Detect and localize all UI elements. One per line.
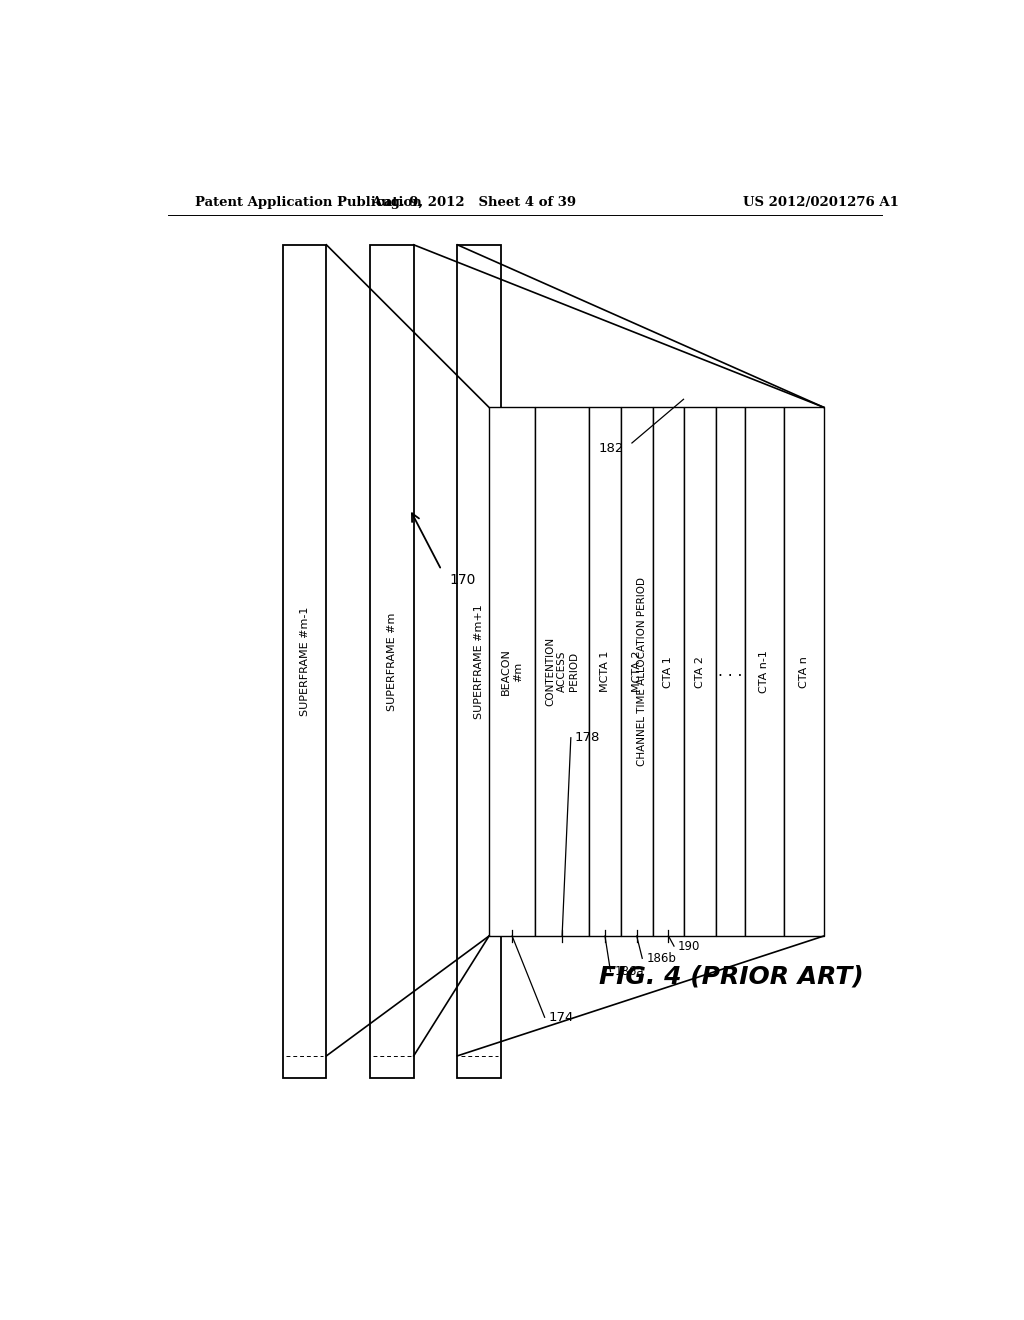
Text: Aug. 9, 2012   Sheet 4 of 39: Aug. 9, 2012 Sheet 4 of 39 (371, 195, 575, 209)
Bar (716, 408, 744, 936)
Bar (621, 408, 652, 936)
Text: MCTA 1: MCTA 1 (600, 651, 610, 693)
Text: 186b: 186b (646, 952, 676, 965)
Text: CTA n: CTA n (799, 656, 809, 688)
Bar (784, 408, 824, 936)
Bar (536, 408, 589, 936)
Bar (684, 408, 716, 936)
Bar (283, 244, 327, 1078)
Text: BEACON
#m: BEACON #m (502, 648, 523, 696)
Text: 170: 170 (450, 573, 476, 587)
Text: FIG. 4 (PRIOR ART): FIG. 4 (PRIOR ART) (599, 965, 863, 989)
Text: CTA 1: CTA 1 (664, 656, 674, 688)
Text: 178: 178 (574, 731, 600, 744)
Text: 182: 182 (599, 442, 624, 454)
Text: 174: 174 (549, 1011, 574, 1024)
Text: Patent Application Publication: Patent Application Publication (196, 195, 422, 209)
Text: 186a: 186a (614, 965, 644, 978)
Text: 190: 190 (678, 940, 700, 953)
Bar (489, 408, 536, 936)
Bar (744, 408, 784, 936)
Text: CTA n-1: CTA n-1 (760, 651, 769, 693)
Bar (589, 408, 621, 936)
Text: CHANNEL TIME ALLOCATION PERIOD: CHANNEL TIME ALLOCATION PERIOD (637, 577, 647, 766)
Text: US 2012/0201276 A1: US 2012/0201276 A1 (743, 195, 899, 209)
Text: SUPERFRAME #m: SUPERFRAME #m (387, 612, 397, 710)
Text: MCTA 2: MCTA 2 (632, 651, 642, 693)
Text: . . .: . . . (718, 664, 742, 680)
Text: CONTENTION
ACCESS
PERIOD: CONTENTION ACCESS PERIOD (546, 638, 579, 706)
Text: SUPERFRAME #m-1: SUPERFRAME #m-1 (300, 607, 309, 717)
Bar (370, 244, 414, 1078)
Bar (458, 244, 501, 1078)
Bar (652, 408, 684, 936)
Text: SUPERFRAME #m+1: SUPERFRAME #m+1 (474, 605, 484, 719)
Text: CTA 2: CTA 2 (695, 656, 706, 688)
